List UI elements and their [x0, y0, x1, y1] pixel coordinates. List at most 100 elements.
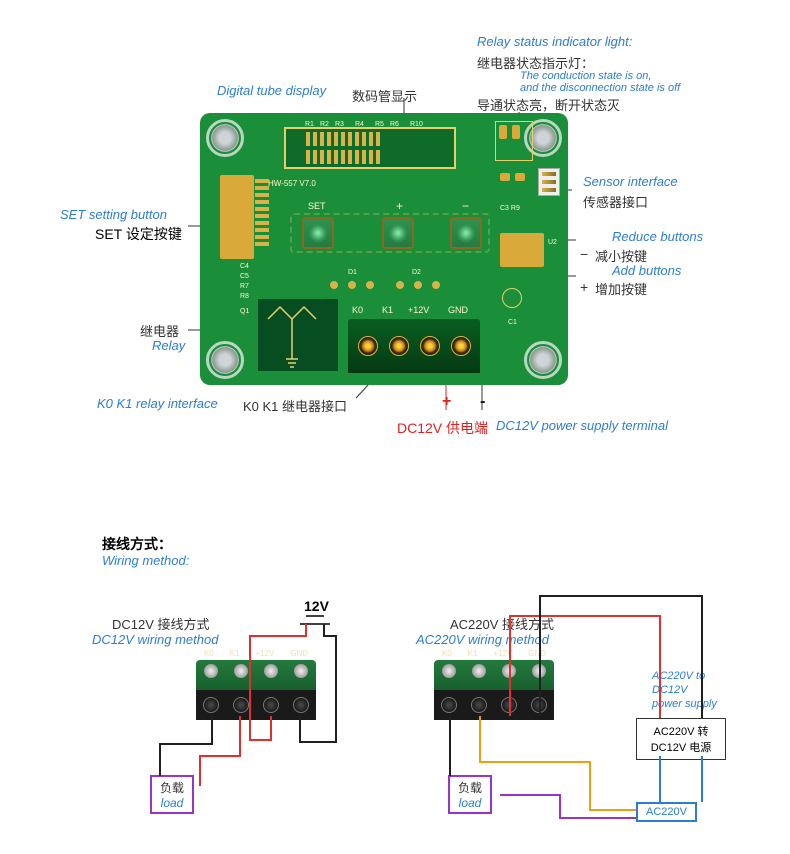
dc-title-en: DC12V wiring method	[92, 632, 218, 647]
silk-minus: −	[462, 199, 469, 213]
silk-r6: R6	[390, 121, 399, 128]
silk-set: SET	[308, 201, 326, 211]
term-hole	[451, 336, 471, 356]
pad	[414, 281, 422, 289]
ic-block	[220, 175, 254, 259]
pcb-board: R1 R2 R3 R4 R5 R6 R10 HW-557 V7.0 C4 C5 …	[200, 113, 568, 385]
t: +12V	[255, 649, 274, 658]
silk-r7: R7	[240, 283, 249, 290]
psu-en1: AC220V to	[652, 670, 705, 682]
silk-r2: R2	[320, 121, 329, 128]
relay-block	[258, 299, 338, 371]
silk-version: HW-557 V7.0	[268, 179, 316, 188]
silk-r1: R1	[305, 121, 314, 128]
t: K0	[442, 649, 452, 658]
silk-u2: U2	[548, 239, 557, 246]
pad	[432, 281, 440, 289]
t: K1	[230, 649, 240, 658]
set-cn: SET 设定按键	[95, 224, 182, 244]
pad	[366, 281, 374, 289]
load-en: load	[458, 796, 482, 810]
psu-en3: power supply	[652, 698, 717, 710]
relay-status-note-en1: The conduction state is on,	[520, 70, 651, 82]
load-cn: 负载	[160, 779, 184, 796]
term-ph-label: K0 K1 +12V GND	[196, 649, 316, 658]
relay-status-note-cn: 导通状态亮，断开状态灭	[477, 95, 620, 114]
dc-terminal: K0 K1 +12V GND	[196, 660, 316, 720]
silk-r5: R5	[375, 121, 384, 128]
reduce-minus: −	[580, 246, 588, 262]
reduce-en: Reduce buttons	[612, 229, 703, 244]
digital-tube-area	[284, 127, 456, 169]
psu-cn2: DC12V 电源	[643, 739, 719, 755]
silk-r3: R3	[335, 121, 344, 128]
wiring-heading-cn: 接线方式：	[102, 534, 172, 554]
silk-d1: D1	[348, 269, 357, 276]
smd	[515, 173, 525, 181]
dc12v-red: DC12V 供电端	[397, 418, 488, 438]
big-cap	[500, 233, 544, 267]
silk-c1: C1	[508, 319, 517, 326]
term-hole	[358, 336, 378, 356]
sensor-en: Sensor interface	[583, 174, 678, 189]
silk-c5: C5	[240, 273, 249, 280]
silk-gnd: GND	[448, 305, 468, 315]
ac-title-cn: AC220V 接线方式	[450, 614, 554, 633]
term-ph-label: K0 K1 +12V GND	[434, 649, 554, 658]
pin-row	[306, 132, 383, 146]
button-outline	[290, 213, 490, 253]
smd	[512, 125, 520, 139]
add-plus: +	[580, 279, 588, 295]
silk-c4: C4	[240, 263, 249, 270]
sensor-cn: 传感器接口	[583, 192, 648, 211]
smd	[500, 173, 510, 181]
t: GND	[528, 649, 546, 658]
relay-status-note-en2: and the disconnection state is off	[520, 82, 680, 94]
silk-k1: K1	[382, 305, 393, 315]
ac-title-en: AC220V wiring method	[416, 632, 549, 647]
sensor-connector	[538, 168, 560, 196]
term-hole	[389, 336, 409, 356]
silk-12v: +12V	[408, 305, 429, 315]
t: +12V	[493, 649, 512, 658]
pad	[348, 281, 356, 289]
psu-cn1: AC220V 转	[643, 723, 719, 739]
led-area	[495, 121, 533, 161]
dc-title-cn: DC12V 接线方式	[112, 614, 210, 633]
pad	[330, 281, 338, 289]
dc-12v: 12V	[304, 598, 329, 614]
silk-r4: R4	[355, 121, 364, 128]
load-cn: 负载	[458, 779, 482, 796]
silk-r10: R10	[410, 121, 423, 128]
silk-d2: D2	[412, 269, 421, 276]
screw-hole	[206, 119, 244, 157]
relay-en: Relay	[152, 338, 185, 353]
term-hole	[420, 336, 440, 356]
k0k1-cn: K0 K1 继电器接口	[243, 396, 347, 415]
set-en: SET setting button	[60, 207, 167, 222]
screw-hole	[524, 341, 562, 379]
t: GND	[290, 649, 308, 658]
dc12v-en: DC12V power supply terminal	[496, 418, 668, 433]
silk-r8: R8	[240, 293, 249, 300]
k0k1-en: K0 K1 relay interface	[97, 396, 218, 411]
silk-c3r9: C3 R9	[500, 205, 520, 212]
silk-q1: Q1	[240, 308, 249, 315]
dc-load-box: 负载 load	[150, 775, 194, 814]
pad	[396, 281, 404, 289]
ac-label: AC220V	[646, 806, 687, 818]
t: K1	[468, 649, 478, 658]
digital-tube-en: Digital tube display	[217, 83, 326, 98]
add-cn: 增加按键	[595, 279, 647, 298]
add-en: Add buttons	[612, 263, 681, 278]
digital-tube-cn: 数码管显示	[352, 86, 417, 105]
ac220v-box: AC220V	[636, 802, 697, 822]
ac-terminal: K0 K1 +12V GND	[434, 660, 554, 720]
screw-hole	[206, 341, 244, 379]
terminal-block	[348, 319, 480, 373]
ac-load-box: 负载 load	[448, 775, 492, 814]
silk-k0: K0	[352, 305, 363, 315]
relay-status-en: Relay status indicator light:	[477, 34, 632, 49]
wiring-heading-en: Wiring method:	[102, 553, 189, 568]
silk-plus: +	[396, 199, 403, 213]
